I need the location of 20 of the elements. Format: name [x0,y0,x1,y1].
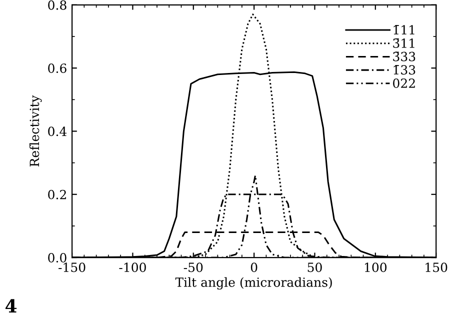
x-tick-label: -100 [119,262,146,272]
x-tick-label: -50 [184,262,203,272]
text: 4 [5,299,17,312]
legend-label: 3̄33 [393,52,416,62]
x-tick-label: 150 [426,262,448,272]
x-tick-label: 0 [250,262,258,272]
legend-label: 022 [393,78,415,88]
x-axis-title: Tilt angle (microradians) [175,277,332,290]
y-tick-label: 0.6 [48,64,66,73]
y-tick-label: 0.2 [48,190,66,200]
y-axis-title: Reflectivity [29,95,42,167]
x-tick-label: 100 [365,262,387,272]
y-tick-label: 0.8 [48,0,66,10]
legend-label: 1̄11 [394,25,414,34]
y-tick-label: 0.0 [48,253,66,262]
x-tick-label: -150 [58,262,86,272]
legend-label: 3̄11 [393,38,414,48]
x-tick-label: 50 [308,262,322,272]
legend-label: 1̄33 [394,65,416,75]
y-tick-label: 0.4 [48,126,67,136]
